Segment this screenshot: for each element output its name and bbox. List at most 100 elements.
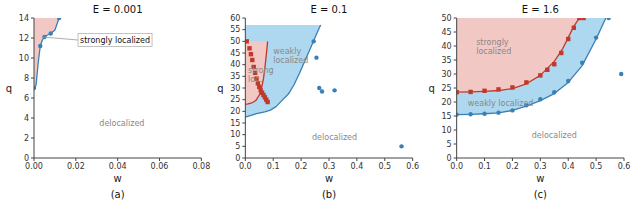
panel: 0.00.10.20.30.40.50.60510152025303540455… <box>428 4 630 200</box>
y-tick <box>242 146 245 147</box>
y-tick-label: 5 <box>235 142 240 151</box>
point <box>314 55 318 59</box>
x-tick-label: 0.1 <box>478 162 491 171</box>
y-tick-label: 50 <box>441 14 451 23</box>
y-tick-label: 25 <box>230 95 240 104</box>
x-tick-label: 0.02 <box>67 162 85 171</box>
y-tick <box>242 111 245 112</box>
annotation-text: weaklylocalized <box>273 47 308 65</box>
annotation-box <box>78 34 152 47</box>
y-tick <box>242 88 245 89</box>
point <box>468 112 472 116</box>
annotation: strongloc. <box>248 66 273 84</box>
y-tick <box>31 58 34 59</box>
y-tick <box>31 78 34 79</box>
y-tick-label: 10 <box>441 126 451 135</box>
y-tick-label: 35 <box>441 56 451 65</box>
x-tick <box>596 158 597 161</box>
x-tick <box>568 158 569 161</box>
y-tick <box>31 38 34 39</box>
point <box>559 51 563 55</box>
point <box>566 79 570 83</box>
y-tick-label: 4 <box>24 114 29 123</box>
y-tick-label: 30 <box>441 70 451 79</box>
annotation-text: delocalized <box>99 119 144 128</box>
y-tick <box>242 158 245 159</box>
annotation: weakly localized <box>468 99 534 108</box>
x-tick-label: 0.5 <box>590 162 603 171</box>
panel: 0.00.10.20.30.40.50.60510152025303540455… <box>217 4 419 200</box>
point <box>496 87 500 91</box>
y-tick <box>454 88 457 89</box>
x-tick-label: 0.4 <box>351 162 364 171</box>
x-tick <box>117 158 118 161</box>
x-tick <box>301 158 302 161</box>
x-tick-label: 0.0 <box>450 162 463 171</box>
x-axis-label: w <box>114 173 122 184</box>
boundary-line <box>457 18 580 92</box>
annotation-text: strongloc. <box>248 66 273 84</box>
y-tick <box>242 53 245 54</box>
y-tick-label: 8 <box>24 74 29 83</box>
x-tick-label: 0.3 <box>534 162 547 171</box>
x-tick-label: 0.0 <box>239 162 252 171</box>
region-area <box>34 18 59 88</box>
y-tick-label: 14 <box>19 14 29 23</box>
y-tick <box>242 76 245 77</box>
x-tick-label: 0.3 <box>323 162 336 171</box>
y-tick <box>454 102 457 103</box>
point <box>317 86 321 90</box>
point <box>496 110 500 114</box>
y-tick <box>31 118 34 119</box>
x-tick <box>484 158 485 161</box>
y-tick-label: 60 <box>230 14 240 23</box>
annotation: weaklylocalized <box>273 47 308 65</box>
plot-area <box>245 25 403 149</box>
y-tick <box>31 158 34 159</box>
annotation-text: delocalized <box>532 131 577 140</box>
point <box>552 90 556 94</box>
point <box>510 108 514 112</box>
point <box>320 89 324 93</box>
annotation-text: delocalized <box>312 133 357 142</box>
y-tick <box>242 64 245 65</box>
x-tick-label: 0.6 <box>618 162 631 171</box>
point <box>482 112 486 116</box>
y-tick-label: 40 <box>441 42 451 51</box>
y-tick-label: 12 <box>19 34 29 43</box>
y-tick-label: 0 <box>235 154 240 163</box>
x-tick <box>624 158 625 161</box>
y-tick-label: 30 <box>230 84 240 93</box>
x-tick <box>512 158 513 161</box>
panel-label: (a) <box>111 189 125 200</box>
boundary-line <box>34 18 59 88</box>
x-tick-label: 0.5 <box>378 162 391 171</box>
y-tick-label: 40 <box>230 60 240 69</box>
y-tick-label: 10 <box>19 54 29 63</box>
annotation-line: weakly <box>273 47 301 56</box>
point <box>249 52 253 56</box>
y-tick-label: 25 <box>441 84 451 93</box>
x-tick <box>540 158 541 161</box>
panel-label: (c) <box>534 189 547 200</box>
y-tick-label: 20 <box>441 98 451 107</box>
annotation-text: weakly localized <box>468 99 534 108</box>
y-tick <box>242 134 245 135</box>
point <box>538 97 542 101</box>
point <box>399 144 403 148</box>
y-tick <box>454 116 457 117</box>
y-tick <box>454 158 457 159</box>
y-tick <box>454 18 457 19</box>
annotation: delocalized <box>99 119 144 128</box>
x-tick-label: 0.2 <box>506 162 519 171</box>
annotation-leader <box>42 37 78 40</box>
point <box>250 58 254 62</box>
point <box>57 18 61 20</box>
y-tick-label: 50 <box>230 37 240 46</box>
point <box>38 44 42 48</box>
annotation-line: strongly <box>476 38 509 47</box>
region-area <box>457 18 606 115</box>
plot-area <box>34 18 61 90</box>
point <box>332 88 336 92</box>
y-tick-label: 45 <box>230 49 240 58</box>
